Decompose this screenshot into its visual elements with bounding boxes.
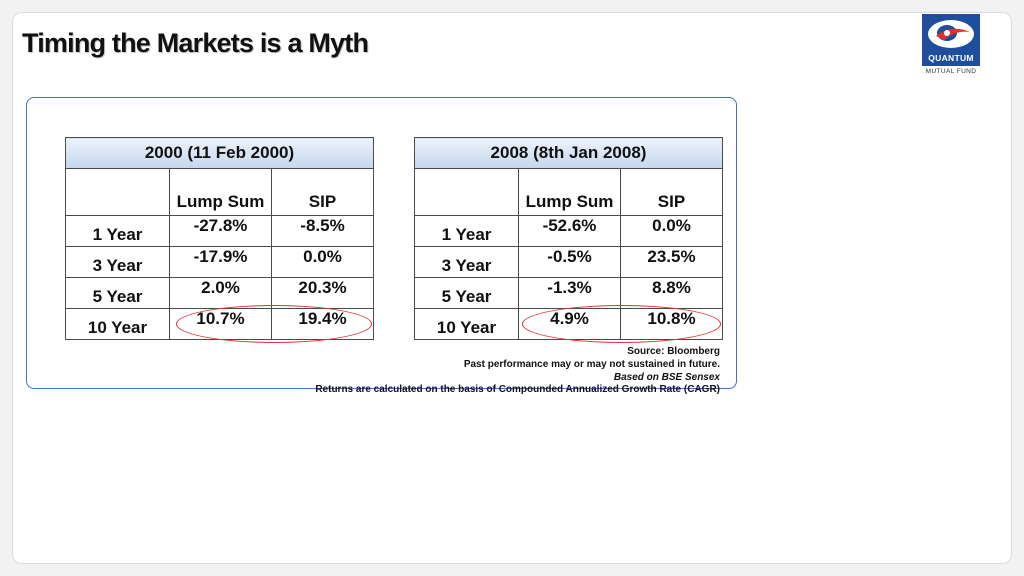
lump-sum-value: -0.5% [518, 246, 621, 278]
basis-note: Based on BSE Sensex [613, 371, 720, 383]
row-label: 10 Year [414, 308, 519, 340]
sip-value: 8.8% [620, 277, 723, 309]
lump-sum-value: 2.0% [169, 277, 272, 309]
row-label: 5 Year [414, 277, 519, 309]
column-header-sip: SIP [271, 168, 374, 216]
row-label: 5 Year [65, 277, 170, 309]
column-header-sip: SIP [620, 168, 723, 216]
lump-sum-value: -52.6% [518, 215, 621, 247]
source-note: Source: Bloomberg [627, 346, 720, 357]
lump-sum-value: -27.8% [169, 215, 272, 247]
row-label: 3 Year [65, 246, 170, 278]
footnotes: Source: Bloomberg Past performance may o… [315, 346, 720, 397]
table-row: 1 Year -27.8% -8.5% [65, 215, 374, 247]
quantum-logo-icon: QUANTUM [922, 14, 980, 66]
returns-table-2000: 2000 (11 Feb 2000) Lump Sum SIP 1 Year -… [65, 137, 374, 340]
sip-value: -8.5% [271, 215, 374, 247]
table-row: 5 Year -1.3% 8.8% [414, 277, 723, 309]
highlight-oval [176, 305, 372, 343]
row-label: 3 Year [414, 246, 519, 278]
row-label: 1 Year [414, 215, 519, 247]
sip-value: 0.0% [620, 215, 723, 247]
logo-subtitle: MUTUAL FUND [925, 68, 977, 75]
table-row: 1 Year -52.6% 0.0% [414, 215, 723, 247]
table-row: 3 Year -0.5% 23.5% [414, 246, 723, 278]
table-header: 2008 (8th Jan 2008) [414, 137, 723, 169]
table-header: 2000 (11 Feb 2000) [65, 137, 374, 169]
table-row: 5 Year 2.0% 20.3% [65, 277, 374, 309]
page-title: Timing the Markets is a Myth [22, 28, 369, 58]
cagr-note: Returns are calculated on the basis of C… [315, 384, 720, 396]
column-header-lump-sum: Lump Sum [169, 168, 272, 216]
empty-cell [414, 168, 519, 216]
column-header-lump-sum: Lump Sum [518, 168, 621, 216]
lump-sum-value: -1.3% [518, 277, 621, 309]
quantum-logo: QUANTUM MUTUAL FUND [920, 14, 982, 88]
sip-value: 20.3% [271, 277, 374, 309]
empty-cell [65, 168, 170, 216]
table-row: 3 Year -17.9% 0.0% [65, 246, 374, 278]
row-label: 1 Year [65, 215, 170, 247]
logo-word: QUANTUM [928, 53, 974, 63]
lump-sum-value: -17.9% [169, 246, 272, 278]
sip-value: 23.5% [620, 246, 723, 278]
highlight-oval [522, 305, 721, 343]
sip-value: 0.0% [271, 246, 374, 278]
disclaimer-note: Past performance may or may not sustaine… [463, 358, 720, 370]
row-label: 10 Year [65, 308, 170, 340]
